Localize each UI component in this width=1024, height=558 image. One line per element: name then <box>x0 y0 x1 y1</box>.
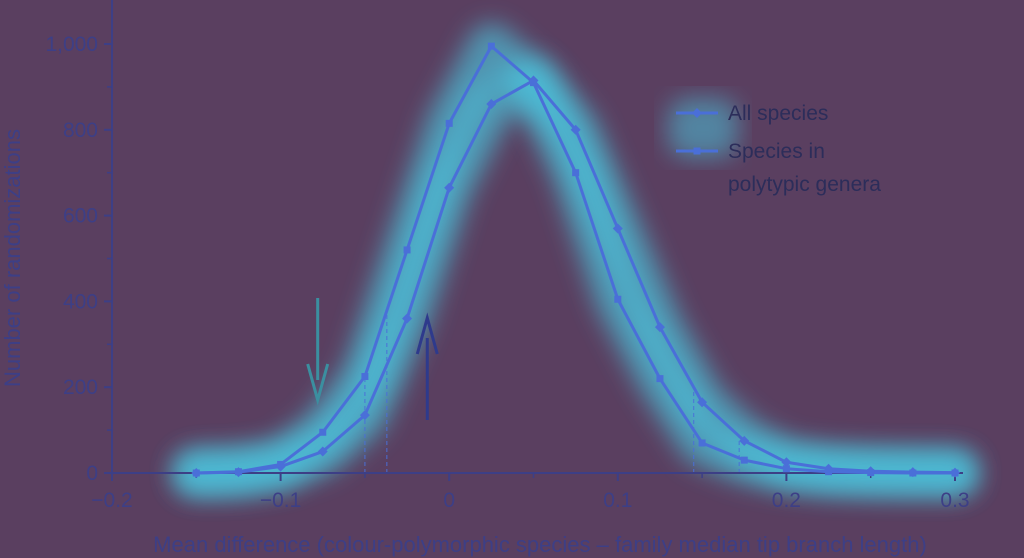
data-point <box>612 223 623 234</box>
data-point <box>192 469 200 477</box>
data-point <box>234 468 242 476</box>
legend-label: All species <box>728 102 828 125</box>
data-point <box>909 469 917 477</box>
legend-label: Species in <box>728 140 825 163</box>
data-point <box>530 79 537 87</box>
data-point <box>444 182 455 193</box>
data-point <box>403 246 411 254</box>
legend-entry-all-species: All species <box>676 102 828 125</box>
data-point <box>614 295 622 303</box>
x-axis-title: Mean difference (colour-polymorphic spec… <box>153 532 927 557</box>
legend-label: polytypic genera <box>728 173 881 196</box>
data-point <box>654 322 665 333</box>
y-tick-label: 600 <box>63 205 98 228</box>
x-tick-label: −0.1 <box>260 489 301 512</box>
data-point <box>781 457 792 468</box>
y-tick-label: 0 <box>86 462 98 485</box>
y-axis-title: Number of randomizations <box>0 129 25 387</box>
x-tick-label: −0.2 <box>91 489 132 512</box>
data-point <box>359 410 370 421</box>
glow-layer <box>173 23 978 496</box>
data-point <box>739 435 750 446</box>
data-point <box>277 460 285 468</box>
data-point <box>486 99 497 110</box>
y-tick-label: 400 <box>63 290 98 313</box>
data-point <box>951 469 959 477</box>
data-point <box>867 469 875 477</box>
x-tick-label: 0 <box>443 489 455 512</box>
x-tick-label: 0.1 <box>603 489 632 512</box>
arrow-head <box>415 312 439 355</box>
data-point <box>697 397 708 408</box>
legend-marker <box>692 108 702 118</box>
data-point <box>319 428 327 436</box>
arrow-down <box>306 298 330 406</box>
data-point <box>402 313 413 324</box>
series-layer <box>191 42 960 478</box>
data-point <box>656 375 664 383</box>
data-point <box>782 465 790 473</box>
legend-marker <box>693 147 701 155</box>
data-point <box>445 119 453 127</box>
x-tick-label: 0.3 <box>940 489 969 512</box>
arrows <box>306 298 439 420</box>
arrow-head <box>306 363 330 406</box>
y-tick-label: 800 <box>63 119 98 142</box>
data-point <box>361 372 369 380</box>
legend-entry-polytypic-genera: Species in polytypic genera <box>676 140 881 196</box>
series-polytypic-genera <box>192 42 959 477</box>
data-point <box>740 456 748 464</box>
legend: All species Species in polytypic genera <box>676 102 881 196</box>
y-tick-label: 1,000 <box>45 33 98 56</box>
data-point <box>317 446 328 457</box>
data-point <box>572 169 580 177</box>
axes: 0 200 400 600 800 1,000 −0.2 −0.1 0 0.1 0.2 0.3 <box>45 0 970 512</box>
arrow-up <box>415 312 439 420</box>
x-tick-label: 0.2 <box>772 489 801 512</box>
y-tick-label: 200 <box>63 376 98 399</box>
data-point <box>698 439 706 447</box>
data-point <box>570 124 581 135</box>
data-point <box>487 42 495 50</box>
data-point <box>825 468 833 476</box>
